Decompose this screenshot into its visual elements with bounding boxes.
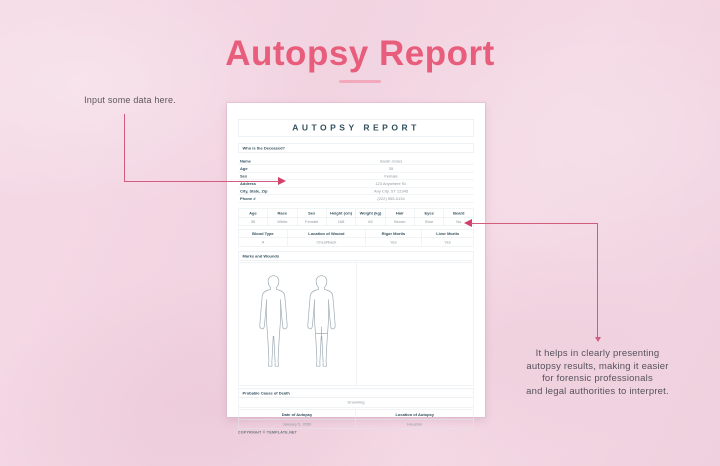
findings-table: Blood Type Location of Wound Rigor Morti… (238, 229, 474, 247)
column-header: Date of Autopsy (238, 410, 356, 420)
table-cell[interactable]: 63 (356, 217, 386, 226)
column-header: Age (238, 209, 268, 218)
marks-and-wounds-panel (238, 262, 474, 386)
right-annotation-line: for forensic professionals (542, 373, 653, 384)
field-value[interactable]: Sarah Jones (379, 158, 403, 164)
column-header: Height (cm) (326, 209, 356, 218)
arrow-down-icon (594, 337, 601, 342)
field-label: Phone # (240, 196, 256, 201)
right-annotation-line: autopsy results, making it easier (526, 360, 669, 372)
field-label: Address (240, 181, 257, 186)
physical-description-table: Age Race Sex Height (cm) Weight (kg) Hai… (238, 208, 474, 226)
info-row-phone[interactable]: Phone # (222) 555-0134 (238, 195, 474, 203)
column-header: Eyes (414, 209, 445, 218)
table-cell[interactable]: Yes (444, 239, 451, 245)
table-cell[interactable]: No (456, 219, 462, 224)
body-outline-front-icon[interactable] (252, 271, 294, 371)
table-cell[interactable]: Female (297, 217, 327, 226)
left-connector-horizontal-line (124, 181, 280, 182)
document-content: AUTOPSY REPORT Who is the Deceased? Name… (227, 119, 485, 435)
table-cell[interactable]: White (268, 217, 298, 226)
info-row-name[interactable]: Name Sarah Jones (238, 158, 474, 165)
right-annotation-line: It helps in clearly presenting (535, 348, 660, 359)
section-header-deceased: Who is the Deceased? (238, 143, 474, 153)
right-annotation: It helps in clearly presenting autopsy r… (490, 348, 705, 398)
column-header: Beard (444, 209, 474, 218)
section-header-cause: Probable Cause of Death (238, 388, 474, 398)
table-cell[interactable]: January 5, 2050 (239, 419, 356, 429)
table-cell[interactable]: Chest/back (288, 238, 366, 246)
table-cell[interactable]: 168 (327, 217, 356, 226)
field-label: Sex (240, 173, 248, 179)
table-cell[interactable]: A (239, 238, 288, 246)
left-annotation: Input some data here. (84, 95, 176, 105)
section-header-marks: Marks and Wounds (238, 251, 474, 261)
field-value[interactable]: 35 (388, 166, 394, 171)
body-outline-back-icon[interactable] (300, 271, 342, 371)
right-annotation-line: and legal authorities to interpret. (526, 385, 669, 397)
column-header: Location of Wound (287, 229, 366, 238)
field-value[interactable]: 123 Anywhere St. (375, 181, 407, 186)
info-row-sex[interactable]: Sex Female (238, 173, 474, 180)
field-label: City, State, Zip (240, 188, 268, 194)
arrow-right-icon (278, 177, 286, 185)
field-value[interactable]: (222) 555-0134 (377, 196, 405, 201)
cause-of-death-value[interactable]: Drowning (238, 397, 474, 408)
column-header: Weight (kg) (356, 209, 386, 218)
table-cell[interactable]: Houston (407, 421, 423, 427)
column-header: Race (267, 209, 298, 218)
column-header: Location of Autopsy (356, 410, 474, 420)
deceased-info-list: Name Sarah Jones Age 35 Sex Female Addre… (238, 158, 474, 203)
table-cell[interactable]: Blue (415, 217, 445, 226)
page-title: Autopsy Report (225, 34, 495, 73)
left-connector-vertical-line (124, 114, 125, 182)
right-connector-horizontal-line (471, 223, 598, 224)
document-footer: COPYRIGHT © TEMPLATE.NET (238, 431, 298, 435)
info-row-age[interactable]: Age 35 (238, 165, 474, 173)
table-cell[interactable]: Brown (385, 217, 415, 226)
title-underline (339, 80, 381, 83)
column-header: Rigor Mortis (365, 229, 422, 238)
right-connector-vertical-line (597, 223, 598, 337)
info-row-address[interactable]: Address 123 Anywhere St. (238, 180, 474, 188)
field-label: Name (240, 158, 251, 164)
field-label: Age (240, 166, 248, 171)
column-header: Livor Mortis (421, 230, 474, 238)
autopsy-details-table: Date of Autopsy Location of Autopsy Janu… (238, 409, 474, 429)
autopsy-report-document[interactable]: AUTOPSY REPORT Who is the Deceased? Name… (227, 103, 485, 435)
wound-notes-area[interactable] (356, 263, 474, 385)
field-value[interactable]: Any City, ST 12345 (373, 188, 409, 194)
field-value[interactable]: Female (384, 173, 398, 179)
body-diagrams[interactable] (239, 263, 357, 385)
info-row-city-state-zip[interactable]: City, State, Zip Any City, ST 12345 (238, 188, 474, 195)
column-header: Sex (297, 209, 327, 218)
document-title: AUTOPSY REPORT (238, 119, 474, 137)
table-cell[interactable]: Yes (365, 238, 422, 246)
table-cell[interactable]: 35 (239, 217, 268, 226)
arrow-left-icon (464, 219, 472, 227)
column-header: Hair (385, 209, 415, 218)
column-header: Blood Type (238, 229, 288, 238)
